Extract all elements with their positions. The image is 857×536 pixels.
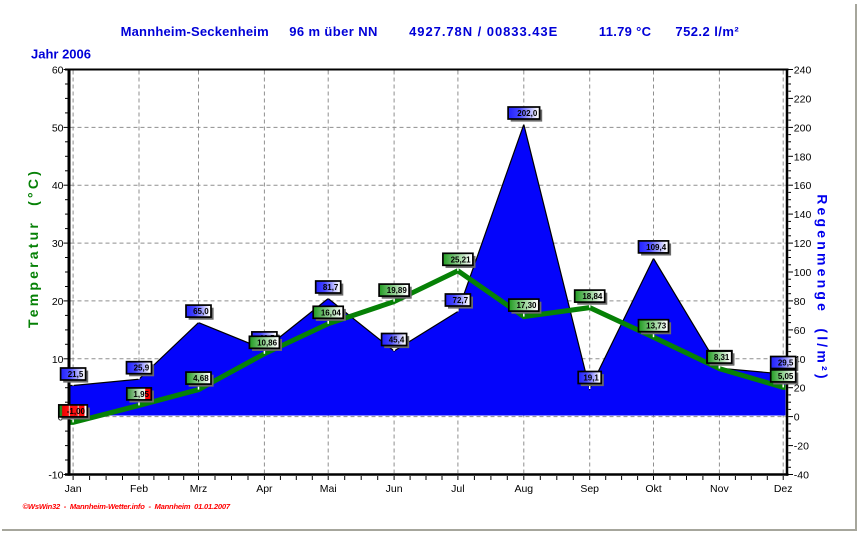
svg-text:8,31: 8,31 xyxy=(714,353,730,362)
svg-text:10: 10 xyxy=(52,354,64,366)
svg-text:Jan: Jan xyxy=(65,483,82,495)
svg-text:140: 140 xyxy=(794,209,812,221)
svg-text:-20: -20 xyxy=(794,441,809,453)
svg-text:16,04: 16,04 xyxy=(321,308,342,317)
svg-text:Nov: Nov xyxy=(710,483,729,495)
svg-text:Mai: Mai xyxy=(320,483,337,495)
svg-text:81,7: 81,7 xyxy=(323,283,339,292)
svg-text:Okt: Okt xyxy=(645,483,661,495)
svg-text:Temperatur (°C): Temperatur (°C) xyxy=(25,168,41,328)
svg-text:©WsWin32 - Mannheim-Wetter.i: ©WsWin32 - Mannheim-Wetter.info - Mannhe… xyxy=(23,502,231,511)
svg-text:40: 40 xyxy=(52,180,64,192)
svg-text:21,5: 21,5 xyxy=(68,370,84,379)
svg-text:60: 60 xyxy=(52,65,64,77)
svg-text:Aug: Aug xyxy=(514,483,533,495)
svg-text:109,4: 109,4 xyxy=(646,243,667,252)
svg-text:Regenmenge (l/m²): Regenmenge (l/m²) xyxy=(815,194,831,382)
svg-text:4,68: 4,68 xyxy=(193,374,209,383)
svg-text:200: 200 xyxy=(794,122,812,134)
svg-text:20: 20 xyxy=(794,383,806,395)
svg-text:100: 100 xyxy=(794,267,812,279)
svg-text:202,0: 202,0 xyxy=(517,109,538,118)
svg-text:Feb: Feb xyxy=(130,483,148,495)
svg-text:Dez: Dez xyxy=(774,483,793,495)
svg-text:-10: -10 xyxy=(48,470,63,482)
svg-text:30: 30 xyxy=(52,238,64,250)
svg-text:45,4: 45,4 xyxy=(389,336,405,345)
svg-text:72,7: 72,7 xyxy=(453,296,469,305)
svg-text:160: 160 xyxy=(794,180,812,192)
svg-text:20: 20 xyxy=(52,296,64,308)
svg-text:10,86: 10,86 xyxy=(257,338,278,347)
svg-text:Apr: Apr xyxy=(256,483,273,495)
svg-text:Jun: Jun xyxy=(386,483,403,495)
svg-text:120: 120 xyxy=(794,238,812,250)
svg-text:Mannheim-Seckenheim: Mannheim-Seckenheim xyxy=(121,24,269,39)
svg-text:19,1: 19,1 xyxy=(583,374,599,383)
svg-text:13,73: 13,73 xyxy=(646,322,667,331)
svg-text:18,84: 18,84 xyxy=(582,292,603,301)
svg-text:60: 60 xyxy=(794,325,806,337)
svg-text:19,89: 19,89 xyxy=(387,286,408,295)
svg-text:0: 0 xyxy=(794,412,800,424)
svg-text:5,05: 5,05 xyxy=(778,372,794,381)
svg-text:25,9: 25,9 xyxy=(134,364,150,373)
svg-text:4927.78N / 00833.43E: 4927.78N / 00833.43E xyxy=(409,24,558,39)
svg-text:752.2 l/m²: 752.2 l/m² xyxy=(675,24,739,39)
svg-text:Mrz: Mrz xyxy=(190,483,208,495)
svg-text:180: 180 xyxy=(794,151,812,163)
svg-text:Jahr 2006: Jahr 2006 xyxy=(31,46,91,61)
svg-text:220: 220 xyxy=(794,93,812,105)
svg-text:65,0: 65,0 xyxy=(193,307,209,316)
svg-text:50: 50 xyxy=(52,122,64,134)
svg-text:-40: -40 xyxy=(794,470,809,482)
svg-text:Jul: Jul xyxy=(451,483,464,495)
svg-text:-1,00: -1,00 xyxy=(67,407,86,416)
svg-text:25,21: 25,21 xyxy=(451,255,472,264)
svg-text:Sep: Sep xyxy=(580,483,599,495)
svg-text:96 m über NN: 96 m über NN xyxy=(289,24,378,39)
svg-text:40: 40 xyxy=(794,354,806,366)
svg-text:240: 240 xyxy=(794,65,812,77)
svg-text:1,95: 1,95 xyxy=(133,390,149,399)
svg-text:80: 80 xyxy=(794,296,806,308)
svg-text:29,5: 29,5 xyxy=(778,359,794,368)
svg-text:17,30: 17,30 xyxy=(516,301,537,310)
svg-text:11.79 °C: 11.79 °C xyxy=(599,24,652,39)
